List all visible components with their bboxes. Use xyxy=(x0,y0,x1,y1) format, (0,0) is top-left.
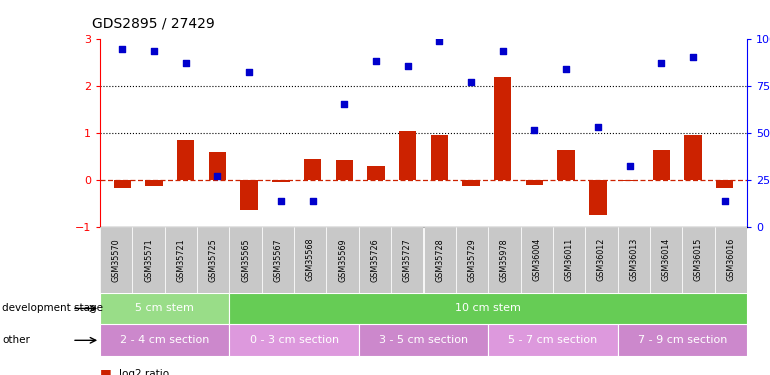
Bar xyxy=(621,180,638,182)
Bar xyxy=(521,227,553,292)
Point xyxy=(528,127,541,133)
Bar xyxy=(618,324,747,356)
Bar xyxy=(272,180,290,182)
Bar xyxy=(132,227,165,292)
Text: GSM35978: GSM35978 xyxy=(500,238,509,282)
Point xyxy=(306,198,319,204)
Bar xyxy=(146,180,162,186)
Bar xyxy=(262,227,294,292)
Point xyxy=(591,124,604,130)
Text: 3 - 5 cm section: 3 - 5 cm section xyxy=(379,335,468,345)
Bar xyxy=(359,324,488,356)
Bar xyxy=(326,227,359,292)
Text: 10 cm stem: 10 cm stem xyxy=(455,303,521,313)
Point xyxy=(434,38,446,44)
Point xyxy=(465,79,477,85)
Bar xyxy=(682,227,715,292)
Text: GSM35567: GSM35567 xyxy=(273,238,283,282)
Point xyxy=(338,101,350,107)
Text: GSM36013: GSM36013 xyxy=(629,238,638,281)
Text: log2 ratio: log2 ratio xyxy=(119,369,169,375)
Bar xyxy=(488,324,618,356)
Text: GSM35565: GSM35565 xyxy=(241,238,250,282)
Bar xyxy=(197,227,229,292)
Bar xyxy=(585,227,618,292)
Text: 2 - 4 cm section: 2 - 4 cm section xyxy=(120,335,209,345)
Text: GSM36016: GSM36016 xyxy=(726,238,735,281)
Bar xyxy=(240,180,258,210)
Bar xyxy=(553,227,585,292)
Text: GSM35729: GSM35729 xyxy=(467,238,477,282)
Bar xyxy=(114,180,131,188)
Text: ■: ■ xyxy=(100,368,112,375)
Bar xyxy=(100,227,132,292)
Text: GSM35568: GSM35568 xyxy=(306,238,315,281)
Text: GSM35726: GSM35726 xyxy=(370,238,380,282)
Point xyxy=(497,48,509,54)
Bar xyxy=(359,227,391,292)
Bar xyxy=(456,227,488,292)
Point xyxy=(275,198,287,204)
Bar xyxy=(494,77,511,180)
Bar xyxy=(229,227,262,292)
Text: GSM36011: GSM36011 xyxy=(564,238,574,281)
Bar xyxy=(557,150,575,180)
Point xyxy=(116,46,129,52)
Bar xyxy=(650,227,682,292)
Point xyxy=(718,198,731,204)
Bar xyxy=(100,292,229,324)
Text: GSM36015: GSM36015 xyxy=(694,238,703,281)
Bar xyxy=(177,140,194,180)
Text: GSM35571: GSM35571 xyxy=(144,238,153,282)
Point xyxy=(243,69,256,75)
Text: GSM36004: GSM36004 xyxy=(532,238,541,281)
Text: GSM36014: GSM36014 xyxy=(661,238,671,281)
Bar xyxy=(424,227,456,292)
Point xyxy=(624,163,636,169)
Bar xyxy=(100,324,229,356)
Bar xyxy=(399,131,417,180)
Bar xyxy=(229,292,747,324)
Bar xyxy=(430,135,448,180)
Bar xyxy=(165,227,197,292)
Bar xyxy=(462,180,480,186)
Text: GSM35721: GSM35721 xyxy=(176,238,186,282)
Text: 7 - 9 cm section: 7 - 9 cm section xyxy=(638,335,727,345)
Bar xyxy=(526,180,543,185)
Bar xyxy=(367,166,385,180)
Point xyxy=(148,48,160,54)
Bar xyxy=(229,324,359,356)
Bar xyxy=(336,160,353,180)
Bar xyxy=(488,227,521,292)
Text: 0 - 3 cm section: 0 - 3 cm section xyxy=(249,335,339,345)
Point xyxy=(687,54,699,60)
Bar xyxy=(653,150,670,180)
Point xyxy=(655,60,668,66)
Text: 5 cm stem: 5 cm stem xyxy=(136,303,194,313)
Text: GSM35570: GSM35570 xyxy=(112,238,121,282)
Point xyxy=(211,172,223,178)
Text: other: other xyxy=(2,335,30,345)
Point xyxy=(401,63,413,69)
Bar xyxy=(209,152,226,180)
Text: GSM35569: GSM35569 xyxy=(338,238,347,282)
Text: GSM35725: GSM35725 xyxy=(209,238,218,282)
Text: GDS2895 / 27429: GDS2895 / 27429 xyxy=(92,17,215,31)
Text: GSM35727: GSM35727 xyxy=(403,238,412,282)
Bar xyxy=(715,227,747,292)
Bar xyxy=(685,135,701,180)
Bar xyxy=(391,227,424,292)
Bar xyxy=(304,159,321,180)
Text: 5 - 7 cm section: 5 - 7 cm section xyxy=(508,335,598,345)
Point xyxy=(179,60,192,66)
Text: GSM36012: GSM36012 xyxy=(597,238,606,281)
Point xyxy=(370,58,382,64)
Text: development stage: development stage xyxy=(2,303,103,313)
Bar xyxy=(618,227,650,292)
Bar xyxy=(716,180,734,188)
Text: GSM35728: GSM35728 xyxy=(435,238,444,282)
Point xyxy=(560,66,572,72)
Bar xyxy=(294,227,326,292)
Bar xyxy=(589,180,607,215)
